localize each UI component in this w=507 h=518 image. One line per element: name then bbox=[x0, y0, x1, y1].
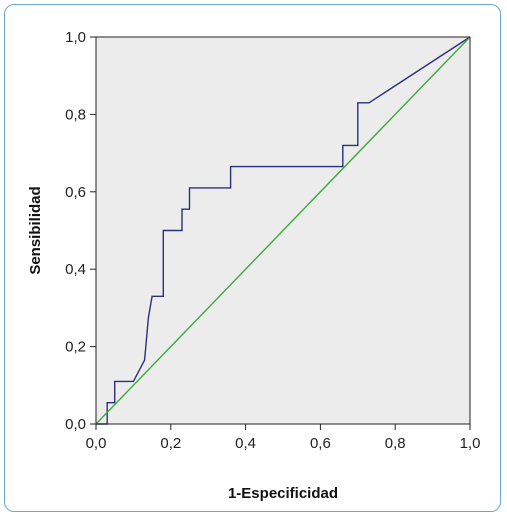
y-tick-label: 0,6 bbox=[65, 184, 86, 201]
plot-border bbox=[95, 36, 471, 425]
y-tick-label: 0,0 bbox=[65, 416, 86, 433]
y-tick-label: 0,4 bbox=[65, 261, 86, 278]
x-axis-label: 1-Especificidad bbox=[228, 485, 338, 502]
x-tick-label: 0,8 bbox=[385, 435, 406, 452]
y-tick-label: 0,8 bbox=[65, 106, 86, 123]
roc-curve-line bbox=[96, 36, 471, 425]
y-tick-label: 1,0 bbox=[65, 29, 86, 46]
x-tick-label: 0,6 bbox=[310, 435, 331, 452]
x-tick-label: 0,2 bbox=[160, 435, 181, 452]
x-tick-label: 1,0 bbox=[460, 435, 481, 452]
reference-diagonal-line bbox=[95, 36, 471, 425]
x-tick-label: 0,0 bbox=[86, 435, 107, 452]
y-axis-label: Sensibilidad bbox=[27, 186, 44, 274]
y-tick-label: 0,2 bbox=[65, 339, 86, 356]
x-tick-label: 0,4 bbox=[235, 435, 256, 452]
